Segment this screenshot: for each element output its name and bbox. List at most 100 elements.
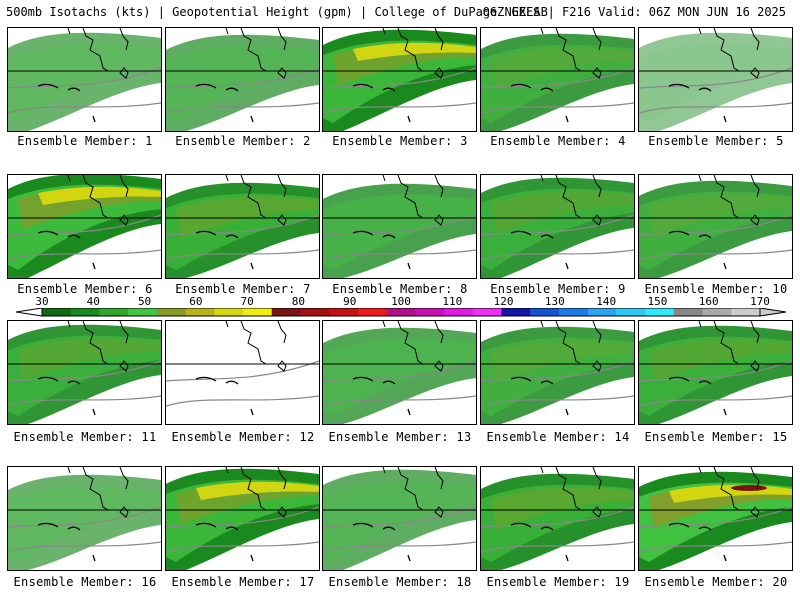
- isotach-fill-60kt: [353, 42, 476, 61]
- isotach-fill-30kt: [323, 469, 476, 570]
- ensemble-map-panel: [7, 27, 162, 132]
- height-contour-line: [481, 395, 634, 407]
- coastline: [225, 175, 287, 219]
- panel-map-svg: [639, 321, 792, 424]
- height-contour-line: [639, 541, 792, 553]
- colorbar-swatch: [42, 308, 72, 316]
- lake-outline: [434, 360, 444, 372]
- isotach-fill-60kt: [38, 186, 161, 205]
- ensemble-member-label: Ensemble Member: 10: [644, 282, 788, 296]
- isotach-fill-50kt: [491, 340, 634, 382]
- ensemble-member-label: Ensemble Member: 3: [332, 134, 468, 148]
- height-contour-line: [166, 214, 319, 236]
- colorbar-tick-label: 130: [544, 295, 565, 308]
- coastline: [382, 321, 444, 365]
- colorbar-swatch: [271, 308, 301, 316]
- height-contour-line: [8, 214, 161, 236]
- panel-map-svg: [481, 175, 634, 278]
- lake-outline: [434, 506, 444, 518]
- height-contour-line: [166, 541, 319, 553]
- panel-map-svg: [166, 321, 319, 416]
- ensemble-map-panel: [638, 27, 793, 132]
- ensemble-map-panel: [322, 174, 477, 279]
- panel-map-svg: [323, 175, 476, 278]
- ensemble-map-panel: [7, 466, 162, 571]
- lake-outline: [119, 360, 129, 372]
- height-contour-line: [8, 541, 161, 553]
- height-contour-line: [166, 395, 319, 407]
- coastline: [698, 175, 760, 219]
- coastline: [67, 321, 129, 365]
- colorbar-swatch: [501, 308, 531, 316]
- colorbar-tick-label: 60: [189, 295, 203, 308]
- colorbar-tick-label: 120: [493, 295, 514, 308]
- isotach-fill-50kt: [176, 196, 319, 238]
- height-contour-line: [323, 541, 476, 553]
- panel-map-svg: [639, 467, 792, 570]
- ensemble-member-label: Ensemble Member: 16: [13, 575, 157, 589]
- height-contour-line: [323, 395, 476, 407]
- panel-map-svg: [8, 321, 161, 424]
- island-outlines: [37, 230, 96, 270]
- ensemble-member-label: Ensemble Member: 11: [13, 430, 157, 444]
- panel-map-svg: [166, 175, 319, 278]
- ensemble-member-label: Ensemble Member: 17: [171, 575, 315, 589]
- panel-map-svg: [8, 175, 161, 278]
- colorbar-swatch: [329, 308, 359, 316]
- colorbar-swatch: [558, 308, 589, 316]
- ensemble-map-panel: [165, 27, 320, 132]
- isotach-fill-50kt: [491, 191, 634, 233]
- island-outlines: [195, 522, 254, 562]
- height-contour-line: [639, 67, 792, 89]
- colorbar-tick-label: 170: [750, 295, 770, 308]
- lake-outline: [119, 214, 129, 226]
- isotach-fill-40kt: [639, 43, 792, 123]
- coastline: [698, 467, 760, 511]
- isotach-fill-50kt: [649, 194, 792, 236]
- lake-outline: [277, 67, 287, 79]
- lake-outline: [750, 360, 760, 372]
- coastline: [382, 175, 444, 219]
- colorbar-swatch: [214, 308, 244, 316]
- height-contour-line: [8, 506, 161, 528]
- colorbar-swatch: [415, 308, 445, 316]
- lake-outline: [277, 360, 287, 372]
- colorbar-right-arrow: [759, 308, 787, 317]
- lake-outline: [119, 67, 129, 79]
- coastline: [698, 321, 760, 365]
- isotach-colorbar: 30 40 50 60 70 80 90 100 110 120 130 140 150 160 170: [0, 296, 800, 320]
- colorbar-swatch: [99, 308, 129, 316]
- panel-map-svg: [323, 467, 476, 570]
- lake-outline: [592, 506, 602, 518]
- height-contour-line: [8, 395, 161, 407]
- height-contour-line: [166, 360, 319, 382]
- colorbar-tick-label: 110: [442, 295, 463, 308]
- height-contour-line: [639, 214, 792, 236]
- island-outlines: [37, 83, 96, 123]
- panel-map-svg: [639, 28, 792, 131]
- colorbar-swatch: [472, 308, 503, 316]
- ensemble-map-panel: [322, 466, 477, 571]
- island-outlines: [510, 230, 569, 270]
- colorbar-tick-label: 80: [291, 295, 306, 308]
- island-outlines: [352, 230, 411, 270]
- ensemble-map-panel: [480, 174, 635, 279]
- coastline: [382, 28, 444, 72]
- title-left: 500mb Isotachs (kts) | Geopotential Heig…: [6, 5, 548, 19]
- ensemble-map-panel: [480, 27, 635, 132]
- isotach-fill-40kt: [8, 43, 161, 123]
- panel-map-svg: [639, 175, 792, 278]
- isotach-fill-30kt: [639, 32, 792, 131]
- ensemble-member-label: Ensemble Member: 13: [328, 430, 472, 444]
- island-outlines: [352, 376, 411, 416]
- isotach-fill-50kt: [491, 47, 634, 89]
- lake-outline: [592, 67, 602, 79]
- coastline: [540, 175, 602, 219]
- isotach-fill-40kt: [639, 336, 792, 416]
- height-contour-line: [8, 67, 161, 89]
- ensemble-member-label: Ensemble Member: 14: [486, 430, 630, 444]
- island-outlines: [510, 83, 569, 123]
- island-outlines: [195, 83, 254, 123]
- ensemble-member-label: Ensemble Member: 18: [328, 575, 472, 589]
- lake-outline: [434, 67, 444, 79]
